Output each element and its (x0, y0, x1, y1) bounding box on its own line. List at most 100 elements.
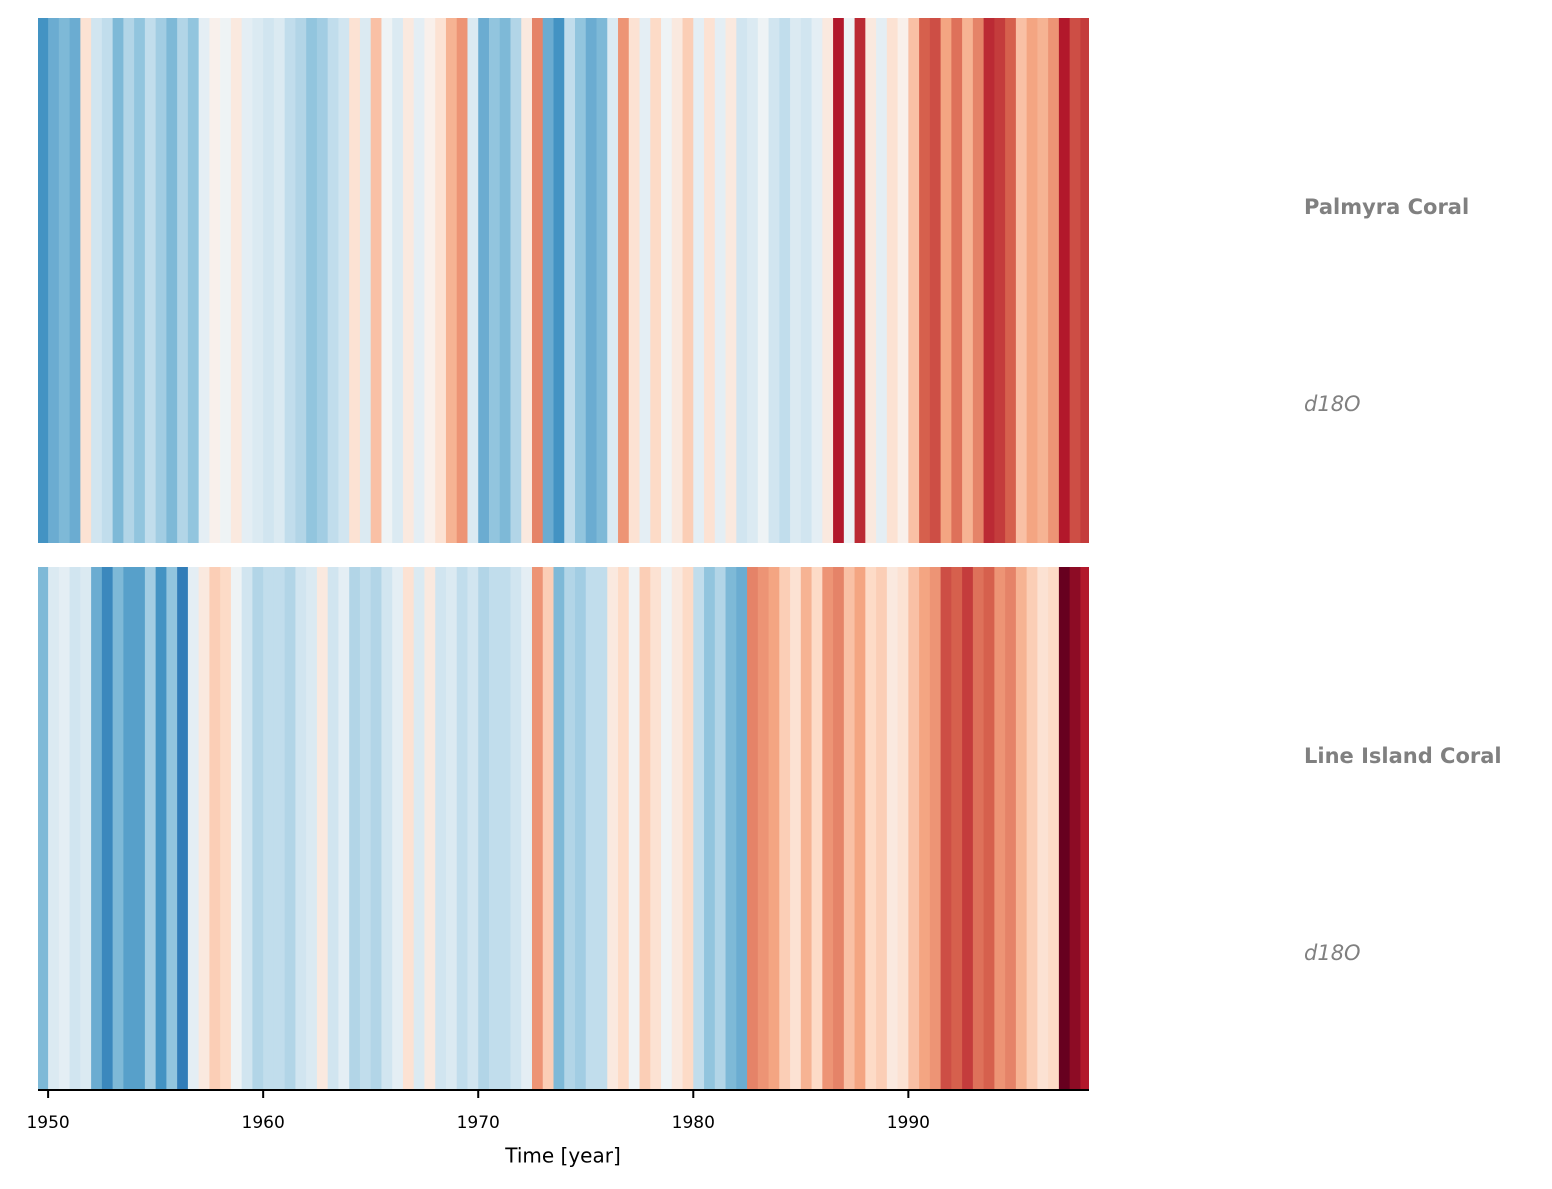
stripe (413, 18, 426, 543)
stripe (1015, 567, 1028, 1090)
stripe (177, 567, 189, 1090)
stripe (553, 567, 565, 1090)
stripe (1058, 18, 1071, 543)
stripe (1069, 18, 1081, 543)
stripe (919, 567, 931, 1090)
stripe (209, 18, 221, 543)
stripe (91, 567, 103, 1090)
stripe (1026, 567, 1038, 1090)
stripe (187, 567, 200, 1090)
stripe (381, 567, 393, 1090)
stripe (983, 567, 995, 1090)
stripe (488, 18, 501, 543)
stripe (876, 18, 888, 543)
stripe (843, 567, 856, 1090)
stripe (1048, 18, 1060, 543)
stripe (155, 18, 167, 543)
stripe (327, 567, 340, 1090)
stripe (1005, 567, 1017, 1090)
series-name: Line Island Coral (1304, 744, 1502, 768)
stripe (241, 18, 254, 543)
stripe (488, 567, 501, 1090)
stripe (198, 567, 211, 1090)
stripe (596, 18, 608, 543)
stripe (101, 18, 114, 543)
x-tick-label: 1960 (242, 1113, 285, 1133)
stripe (682, 567, 694, 1090)
stripe (306, 567, 318, 1090)
stripe (542, 18, 555, 543)
stripe (521, 567, 533, 1090)
stripe (91, 18, 103, 543)
stripe (779, 18, 791, 543)
stripe (704, 18, 716, 543)
stripe (972, 567, 985, 1090)
series-units: d18O (1304, 392, 1361, 416)
stripe (1058, 567, 1071, 1090)
stripe (424, 18, 436, 543)
stripe (370, 567, 383, 1090)
stripe (886, 18, 899, 543)
stripe (478, 18, 490, 543)
stripe (768, 18, 780, 543)
stripe (757, 567, 770, 1090)
stripe (800, 18, 813, 543)
stripe (908, 567, 920, 1090)
stripe (456, 18, 469, 543)
stripe (865, 18, 877, 543)
stripe (349, 18, 361, 543)
stripe (435, 567, 447, 1090)
x-tick-label: 1990 (887, 1113, 930, 1133)
stripe (951, 18, 963, 543)
stripe (704, 567, 716, 1090)
stripe (445, 18, 458, 543)
stripe (284, 18, 297, 543)
stripe (144, 567, 157, 1090)
stripe (790, 18, 802, 543)
stripe (112, 18, 124, 543)
stripe (38, 567, 49, 1090)
stripe (693, 567, 705, 1090)
stripe (553, 18, 565, 543)
stripe (908, 18, 920, 543)
stripe (1048, 567, 1060, 1090)
stripe (671, 18, 684, 543)
stripe (123, 18, 135, 543)
stripe (316, 567, 329, 1090)
stripe (822, 18, 834, 543)
stripe (413, 567, 426, 1090)
x-tick-label: 1950 (26, 1113, 69, 1133)
stripe (241, 567, 254, 1090)
stripe (338, 567, 350, 1090)
stripe (467, 18, 479, 543)
stripe (585, 567, 598, 1090)
stripe (38, 18, 49, 543)
stripe (585, 18, 598, 543)
stripe (725, 567, 737, 1090)
stripe (531, 18, 544, 543)
stripe (306, 18, 318, 543)
stripe (370, 18, 383, 543)
stripe (929, 18, 942, 543)
stripe (994, 567, 1006, 1090)
stripe (58, 18, 71, 543)
stripe (983, 18, 995, 543)
stripe (1037, 18, 1049, 543)
stripe (725, 18, 737, 543)
stripe (48, 18, 60, 543)
stripe (639, 567, 651, 1090)
series-name: Palmyra Coral (1304, 195, 1469, 219)
stripe (101, 567, 114, 1090)
stripe (929, 567, 942, 1090)
stripe (575, 567, 587, 1090)
stripe (478, 567, 490, 1090)
stripe (435, 18, 447, 543)
stripe (693, 18, 705, 543)
stripe (800, 567, 813, 1090)
stripe (445, 567, 458, 1090)
stripe (134, 18, 146, 543)
stripe (467, 567, 479, 1090)
stripe (381, 18, 393, 543)
stripe (198, 18, 211, 543)
stripe (123, 567, 135, 1090)
